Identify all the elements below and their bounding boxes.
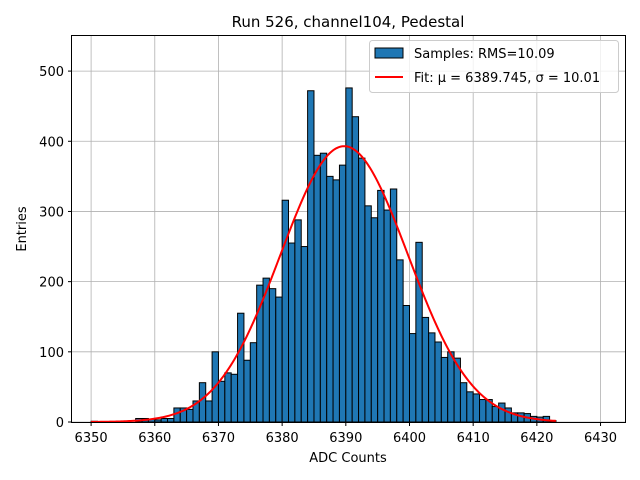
histogram-bar [498, 402, 506, 423]
histogram-bar [294, 219, 302, 423]
x-tick-label: 6350 [75, 431, 108, 446]
histogram-bars [90, 87, 557, 423]
gaussian-fit-curve [91, 145, 557, 423]
histogram-bar [237, 312, 245, 423]
y-tick-label: 400 [39, 135, 64, 150]
histogram-bar [217, 380, 226, 423]
histogram-bar [358, 157, 366, 423]
histogram-bar [396, 259, 404, 423]
x-axis-label: ADC Counts [309, 451, 387, 466]
plot-frame [71, 35, 626, 423]
histogram-bar [319, 152, 328, 423]
histogram-bar [421, 316, 430, 423]
histogram-bar [332, 179, 340, 423]
histogram-bar [268, 288, 277, 423]
histogram-bar [307, 90, 315, 423]
histogram-bar [275, 296, 283, 423]
histogram-bar [472, 393, 481, 423]
histogram-bar [186, 408, 194, 423]
histogram-bar [434, 341, 442, 423]
histogram-bar [440, 356, 449, 423]
histogram-bar [377, 189, 385, 423]
legend-label-samples: Samples: RMS=10.09 [414, 47, 555, 62]
fit-curve-layer [91, 145, 557, 423]
legend-swatch-samples [374, 47, 404, 59]
histogram-bar [351, 116, 360, 423]
histogram-bar [173, 407, 181, 423]
histogram-bar [338, 164, 347, 423]
x-tick-label: 6390 [329, 431, 362, 446]
x-tick-label: 6380 [266, 431, 299, 446]
histogram-bar [249, 342, 258, 423]
x-tick-label: 6410 [457, 431, 490, 446]
x-tick-label: 6400 [393, 431, 426, 446]
histogram-bar [383, 209, 391, 423]
histogram-bar [402, 304, 410, 423]
y-tick-label: 200 [39, 276, 64, 291]
histogram-bar [408, 333, 417, 423]
y-axis-ticks: 0 100 200 300 400 500 [39, 65, 72, 431]
histogram-bar [262, 277, 270, 423]
y-tick-label: 0 [56, 416, 64, 431]
histogram-bar [370, 217, 379, 423]
y-axis-label: Entries [15, 206, 30, 252]
x-tick-label: 6420 [520, 431, 553, 446]
histogram-bar [300, 246, 309, 423]
histogram-bar [364, 205, 372, 423]
legend: Samples: RMS=10.09 Fit: μ = 6389.745, σ … [369, 40, 619, 93]
legend-label-fit: Fit: μ = 6389.745, σ = 10.01 [414, 71, 600, 86]
histogram-bar [160, 417, 169, 423]
histogram-bar [224, 372, 232, 423]
chart-title: Run 526, channel104, Pedestal [232, 13, 465, 31]
histogram-bar [415, 241, 423, 423]
x-tick-label: 6360 [138, 431, 171, 446]
histogram-bar [230, 373, 239, 423]
histogram-bar [198, 382, 207, 423]
histogram-bar [205, 400, 213, 423]
histogram-bar [326, 175, 334, 423]
y-tick-label: 500 [39, 65, 64, 80]
histogram-bar [167, 417, 175, 423]
y-tick-label: 100 [39, 346, 64, 361]
histogram-bar [447, 351, 455, 423]
x-axis-ticks: 6350 6360 6370 6380 6390 6400 6410 6420 6430 [75, 422, 617, 446]
x-tick-label: 6370 [202, 431, 235, 446]
histogram-bar [428, 332, 436, 423]
histogram-bar [459, 382, 468, 423]
histogram-bar [243, 359, 251, 423]
y-tick-label: 300 [39, 205, 64, 220]
histogram-bar [313, 154, 321, 423]
histogram-bar [479, 399, 487, 423]
histogram-bar [491, 406, 500, 423]
x-tick-label: 6430 [584, 431, 617, 446]
histogram-bar [154, 419, 162, 423]
legend-box [369, 40, 619, 93]
histogram-bar [345, 87, 353, 423]
histogram-bar [288, 242, 296, 423]
histogram-bar [466, 391, 474, 423]
